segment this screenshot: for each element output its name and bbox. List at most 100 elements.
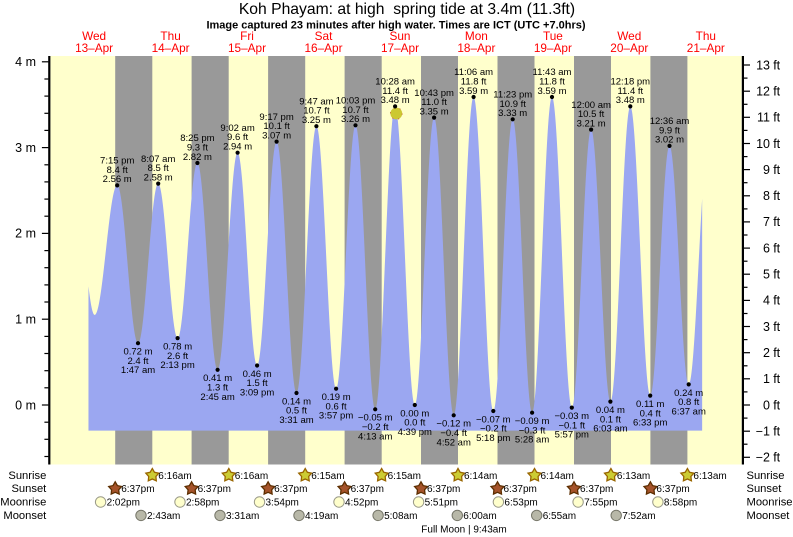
svg-text:ft: ft [773, 189, 780, 203]
svg-text:Sunrise: Sunrise [8, 470, 46, 482]
svg-text:2.58 m: 2.58 m [144, 172, 173, 183]
svg-text:6:37pm: 6:37pm [427, 484, 460, 495]
svg-text:2:45 am: 2:45 am [200, 392, 234, 403]
svg-text:3.02 m: 3.02 m [655, 135, 684, 146]
svg-text:10.1 ft: 10.1 ft [263, 121, 290, 132]
svg-text:ft: ft [773, 346, 780, 360]
svg-text:−2: −2 [756, 451, 770, 465]
svg-text:ft: ft [773, 111, 780, 125]
svg-text:−0.09 m: −0.09 m [515, 416, 550, 427]
svg-text:Thu: Thu [696, 29, 716, 43]
svg-text:5:28 am: 5:28 am [515, 435, 549, 446]
svg-text:12:18 pm: 12:18 pm [610, 77, 650, 88]
svg-text:2.56 m: 2.56 m [103, 174, 132, 185]
svg-text:5:57 pm: 5:57 pm [555, 430, 589, 441]
svg-text:3.26 m: 3.26 m [341, 114, 370, 125]
svg-text:6:15am: 6:15am [388, 471, 421, 482]
svg-text:0.4 ft: 0.4 ft [640, 408, 661, 419]
svg-text:Moonset: Moonset [747, 510, 791, 522]
svg-text:6:14am: 6:14am [541, 471, 574, 482]
svg-text:−0.3 ft: −0.3 ft [519, 425, 546, 436]
svg-text:9:02 am: 9:02 am [220, 123, 254, 134]
svg-text:ft: ft [773, 372, 780, 386]
svg-text:0.41 m: 0.41 m [203, 373, 232, 384]
svg-text:6:33 pm: 6:33 pm [633, 418, 667, 429]
svg-text:21–Apr: 21–Apr [687, 41, 725, 55]
svg-text:11.8 ft: 11.8 ft [461, 77, 487, 88]
svg-text:2:02pm: 2:02pm [107, 498, 140, 509]
svg-text:0.5 ft: 0.5 ft [286, 406, 307, 417]
svg-text:2 m: 2 m [15, 227, 36, 241]
svg-text:6:14am: 6:14am [464, 471, 497, 482]
svg-text:11.8 ft: 11.8 ft [539, 77, 565, 88]
svg-text:10:28 am: 10:28 am [375, 77, 415, 88]
svg-text:10:03 pm: 10:03 pm [336, 96, 376, 107]
svg-text:3.59 m: 3.59 m [537, 86, 566, 97]
svg-text:3: 3 [763, 320, 770, 334]
svg-text:10.7 ft: 10.7 ft [303, 106, 330, 117]
svg-text:4:19am: 4:19am [305, 511, 338, 522]
svg-text:10: 10 [756, 137, 770, 151]
svg-text:11:43 am: 11:43 am [533, 67, 572, 78]
svg-text:−1: −1 [756, 425, 770, 439]
svg-text:2.6 ft: 2.6 ft [167, 351, 188, 362]
svg-text:4:13 am: 4:13 am [358, 431, 392, 442]
svg-text:4 m: 4 m [15, 55, 36, 69]
svg-text:6:37pm: 6:37pm [656, 484, 689, 495]
svg-text:−0.1 ft: −0.1 ft [558, 420, 585, 431]
svg-text:1 m: 1 m [15, 313, 36, 327]
svg-text:Mon: Mon [465, 29, 488, 43]
svg-text:ft: ft [773, 241, 780, 255]
svg-text:6:13am: 6:13am [617, 471, 650, 482]
svg-text:6:37pm: 6:37pm [274, 484, 307, 495]
svg-text:3.25 m: 3.25 m [302, 115, 331, 126]
svg-text:Moonrise: Moonrise [747, 497, 793, 509]
svg-text:6:55am: 6:55am [543, 511, 576, 522]
svg-text:0 m: 0 m [15, 398, 36, 412]
svg-text:0.72 m: 0.72 m [123, 347, 152, 358]
svg-text:Sunset: Sunset [11, 483, 47, 495]
svg-text:ft: ft [773, 294, 780, 308]
svg-text:9: 9 [763, 163, 770, 177]
svg-text:ft: ft [773, 425, 780, 439]
svg-text:ft: ft [773, 163, 780, 177]
svg-text:1.5 ft: 1.5 ft [247, 378, 268, 389]
svg-text:3.48 m: 3.48 m [381, 95, 410, 106]
svg-text:17–Apr: 17–Apr [381, 41, 419, 55]
svg-text:Wed: Wed [82, 29, 106, 43]
svg-text:9:47 am: 9:47 am [299, 96, 333, 107]
svg-text:6:00am: 6:00am [463, 511, 496, 522]
svg-text:Image captured 23 minutes afte: Image captured 23 minutes after high wat… [206, 20, 585, 32]
svg-text:8:25 pm: 8:25 pm [180, 133, 214, 144]
svg-text:1: 1 [763, 372, 770, 386]
svg-text:Moonrise: Moonrise [0, 497, 46, 509]
svg-text:Sunrise: Sunrise [747, 470, 785, 482]
svg-text:0.04 m: 0.04 m [596, 405, 625, 416]
svg-text:−0.2 ft: −0.2 ft [362, 422, 389, 433]
svg-text:2:13 pm: 2:13 pm [160, 360, 194, 371]
svg-text:6:03 am: 6:03 am [593, 424, 627, 435]
svg-text:6:16am: 6:16am [158, 471, 191, 482]
svg-text:6:37 am: 6:37 am [672, 406, 706, 417]
svg-text:15–Apr: 15–Apr [228, 41, 266, 55]
svg-text:0.8 ft: 0.8 ft [678, 397, 699, 408]
svg-text:8: 8 [763, 189, 770, 203]
svg-text:13–Apr: 13–Apr [75, 41, 113, 55]
svg-text:11.4 ft: 11.4 ft [617, 86, 643, 97]
svg-text:12:36 am: 12:36 am [650, 116, 690, 127]
svg-text:−0.05 m: −0.05 m [358, 413, 393, 424]
svg-text:0.6 ft: 0.6 ft [326, 401, 347, 412]
svg-text:−0.12 m: −0.12 m [436, 419, 471, 430]
svg-text:ft: ft [773, 268, 780, 282]
svg-text:0.14 m: 0.14 m [282, 396, 311, 407]
svg-text:−0.2 ft: −0.2 ft [480, 424, 507, 435]
svg-text:0.1 ft: 0.1 ft [600, 414, 621, 425]
svg-text:−0.03 m: −0.03 m [555, 411, 590, 422]
svg-text:6:37pm: 6:37pm [121, 484, 154, 495]
svg-text:6:13am: 6:13am [693, 471, 726, 482]
svg-text:9.6 ft: 9.6 ft [227, 132, 248, 143]
svg-text:11.0 ft: 11.0 ft [421, 97, 447, 108]
svg-text:Sat: Sat [315, 29, 333, 43]
svg-text:13: 13 [756, 58, 770, 72]
svg-text:0.00 m: 0.00 m [400, 408, 429, 419]
